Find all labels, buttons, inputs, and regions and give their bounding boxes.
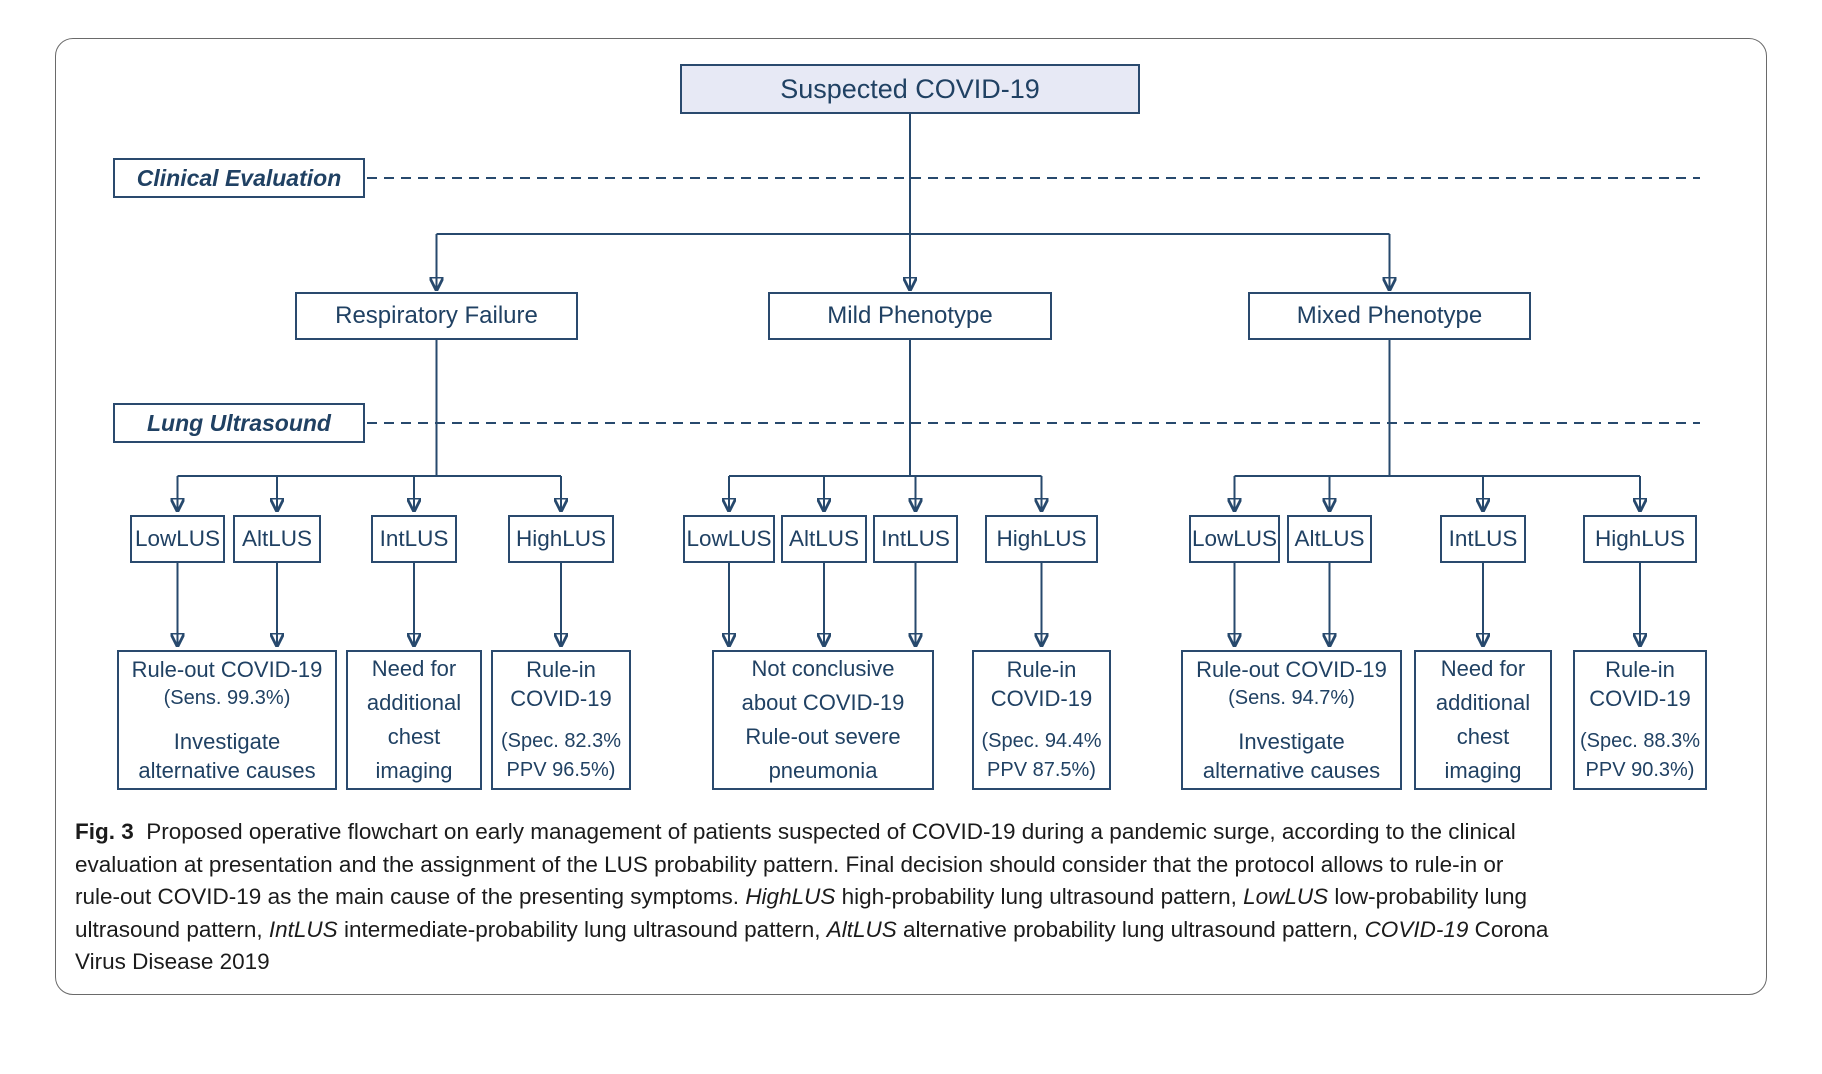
node-g2-rulein-covid19: Rule-in COVID-19 (Spec. 94.4% PPV 87.5%) bbox=[972, 650, 1111, 790]
node-g1-altlus: AltLUS bbox=[233, 515, 321, 563]
node-g1-highlus: HighLUS bbox=[508, 515, 614, 563]
node-phenotype-respiratory-failure: Respiratory Failure bbox=[295, 292, 578, 340]
node-g3-highlus: HighLUS bbox=[1583, 515, 1697, 563]
outcome-line: Rule-out COVID-19 bbox=[131, 657, 323, 682]
node-g1-rulein-covid19: Rule-in COVID-19 (Spec. 82.3% PPV 96.5%) bbox=[491, 650, 631, 790]
node-label: IntLUS bbox=[1448, 526, 1518, 551]
outcome-line: Rule-in bbox=[1006, 657, 1077, 682]
outcome-line: COVID-19 bbox=[1589, 686, 1691, 711]
node-g1-additional-imaging: Need for additional chest imaging bbox=[346, 650, 482, 790]
stage-label-text: Clinical Evaluation bbox=[136, 164, 342, 191]
outcome-line: (Spec. 82.3% bbox=[500, 730, 622, 752]
node-label: HighLUS bbox=[1594, 526, 1686, 551]
outcome-line: PPV 90.3%) bbox=[1585, 759, 1695, 781]
outcome-line: Need for bbox=[371, 656, 457, 681]
outcome-line: additional bbox=[366, 690, 462, 715]
node-g1-lowlus: LowLUS bbox=[130, 515, 225, 563]
node-phenotype-mixed: Mixed Phenotype bbox=[1248, 292, 1531, 340]
node-label: LowLUS bbox=[134, 526, 221, 551]
node-phenotype-mild: Mild Phenotype bbox=[768, 292, 1052, 340]
outcome-line: imaging bbox=[375, 758, 453, 783]
node-label: AltLUS bbox=[788, 526, 860, 551]
node-label: AltLUS bbox=[241, 526, 313, 551]
node-g3-lowlus: LowLUS bbox=[1189, 515, 1280, 563]
node-g2-altlus: AltLUS bbox=[781, 515, 867, 563]
outcome-line: PPV 87.5%) bbox=[987, 759, 1096, 781]
node-g3-rulein-covid19: Rule-in COVID-19 (Spec. 88.3% PPV 90.3%) bbox=[1573, 650, 1707, 790]
node-label: IntLUS bbox=[881, 526, 950, 551]
node-suspected-covid19: Suspected COVID-19 bbox=[680, 64, 1140, 114]
outcome-line: Not conclusive bbox=[751, 656, 895, 681]
outcome-line: Investigate bbox=[173, 729, 281, 754]
node-label: LowLUS bbox=[1191, 526, 1278, 551]
node-g3-additional-imaging: Need for additional chest imaging bbox=[1414, 650, 1552, 790]
outcome-line: (Spec. 88.3% bbox=[1579, 730, 1701, 752]
stage-label-lung-ultrasound: Lung Ultrasound bbox=[113, 403, 365, 443]
outcome-line: PPV 96.5%) bbox=[506, 759, 616, 781]
node-label: Mild Phenotype bbox=[827, 302, 993, 329]
outcome-line: COVID-19 bbox=[990, 686, 1093, 711]
node-label: AltLUS bbox=[1294, 526, 1365, 551]
outcome-line: COVID-19 bbox=[510, 686, 612, 711]
node-label: Suspected COVID-19 bbox=[780, 73, 1040, 104]
outcome-line: pneumonia bbox=[768, 758, 878, 783]
node-g3-intlus: IntLUS bbox=[1440, 515, 1526, 563]
node-label: HighLUS bbox=[996, 526, 1087, 551]
outcome-line: chest bbox=[387, 724, 441, 749]
outcome-line: (Sens. 94.7%) bbox=[1228, 687, 1355, 709]
outcome-line: Investigate bbox=[1238, 729, 1345, 754]
node-g1-intlus: IntLUS bbox=[371, 515, 457, 563]
node-g2-not-conclusive: Not conclusive about COVID-19 Rule-out s… bbox=[712, 650, 934, 790]
node-g2-intlus: IntLUS bbox=[873, 515, 958, 563]
outcome-line: additional bbox=[1435, 690, 1531, 715]
outcome-line: Need for bbox=[1440, 656, 1526, 681]
node-label: IntLUS bbox=[379, 526, 449, 551]
node-label: LowLUS bbox=[686, 526, 772, 551]
node-g1-ruleout-covid19: Rule-out COVID-19 (Sens. 99.3%) Investig… bbox=[117, 650, 337, 790]
outcome-line: Rule-out severe bbox=[745, 724, 901, 749]
figure-caption: Fig. 3 Proposed operative flowchart on e… bbox=[75, 819, 1549, 974]
outcome-line: Rule-in bbox=[526, 657, 596, 682]
stage-label-clinical-evaluation: Clinical Evaluation bbox=[113, 158, 365, 198]
outcome-line: alternative causes bbox=[1202, 758, 1381, 783]
node-label: HighLUS bbox=[515, 526, 607, 551]
outcome-line: alternative causes bbox=[138, 758, 316, 783]
node-label: Respiratory Failure bbox=[335, 302, 538, 329]
outcome-line: (Spec. 94.4% bbox=[981, 730, 1102, 752]
node-label: Mixed Phenotype bbox=[1296, 302, 1483, 329]
outcome-line: (Sens. 99.3%) bbox=[163, 687, 291, 709]
stage-label-text: Lung Ultrasound bbox=[147, 409, 331, 436]
node-g2-highlus: HighLUS bbox=[985, 515, 1098, 563]
outcome-line: chest bbox=[1456, 724, 1510, 749]
outcome-line: Rule-out COVID-19 bbox=[1196, 657, 1387, 682]
outcome-line: Rule-in bbox=[1605, 657, 1675, 682]
node-g3-ruleout-covid19: Rule-out COVID-19 (Sens. 94.7%) Investig… bbox=[1181, 650, 1402, 790]
node-g2-lowlus: LowLUS bbox=[683, 515, 775, 563]
node-g3-altlus: AltLUS bbox=[1287, 515, 1372, 563]
outcome-line: imaging bbox=[1444, 758, 1522, 783]
outcome-line: about COVID-19 bbox=[741, 690, 905, 715]
